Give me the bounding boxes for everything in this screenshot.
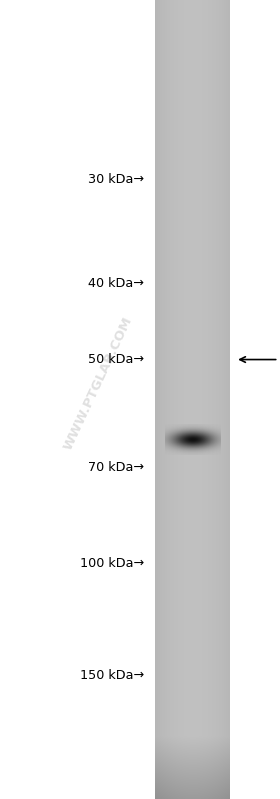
Text: 50 kDa→: 50 kDa→ <box>88 353 144 366</box>
Text: 150 kDa→: 150 kDa→ <box>80 669 144 682</box>
Text: 70 kDa→: 70 kDa→ <box>88 461 144 474</box>
Text: WWW.PTGLAB.COM: WWW.PTGLAB.COM <box>61 315 135 452</box>
Text: 30 kDa→: 30 kDa→ <box>88 173 144 186</box>
Text: 40 kDa→: 40 kDa→ <box>88 277 144 290</box>
Text: 100 kDa→: 100 kDa→ <box>80 557 144 570</box>
